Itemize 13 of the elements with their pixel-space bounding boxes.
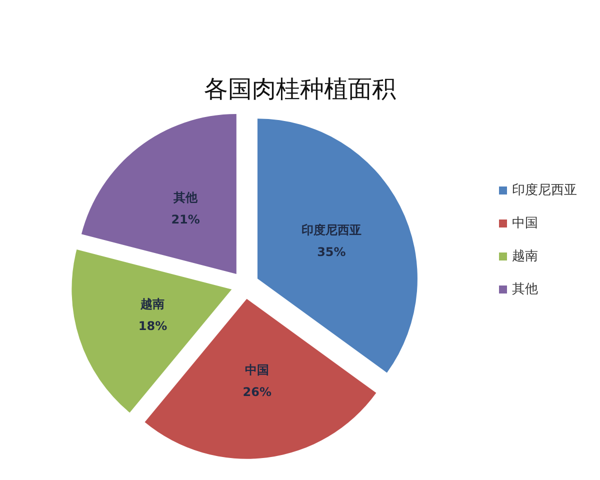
legend-label: 越南 [512, 249, 538, 264]
data-label: 18% [138, 318, 168, 333]
data-label: 35% [317, 244, 346, 259]
slice-label: 其他 [172, 190, 199, 204]
chart-title: 各国肉桂种植面积 [204, 75, 396, 103]
data-label: 21% [171, 212, 200, 226]
data-label: 26% [242, 385, 272, 400]
legend-label: 中国 [512, 216, 538, 231]
slice-label: 中国 [245, 363, 270, 378]
slice-label: 印度尼西亚 [301, 222, 362, 237]
slice-label: 越南 [140, 296, 165, 311]
legend-label: 印度尼西亚 [512, 182, 577, 198]
legend-label: 其他 [512, 282, 538, 297]
